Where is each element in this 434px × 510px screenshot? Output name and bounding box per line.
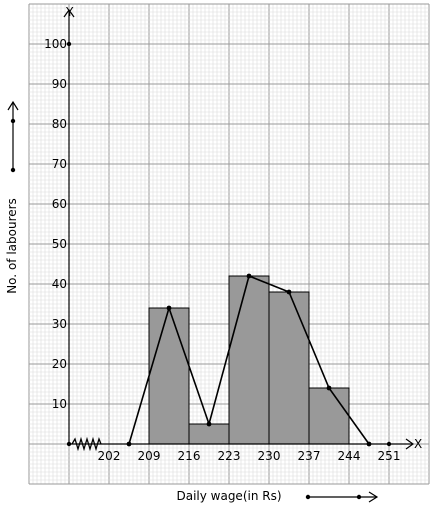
- y-tick-label: 10: [52, 397, 67, 411]
- y-axis-arrow: [63, 8, 75, 18]
- axes: X Y: [63, 5, 422, 452]
- polygon-point: [366, 441, 372, 447]
- y-tick-marker: [66, 41, 72, 47]
- y-tick-label: 60: [52, 197, 67, 211]
- polygon-point: [326, 385, 332, 391]
- x-axis-arrow: [405, 438, 415, 450]
- x-tick-label: 230: [258, 449, 281, 463]
- tick-labels: 202 209 216 223 230 237 244 251 10 20 30 40 50 60 70 80…: [44, 37, 400, 463]
- origin-marker: [66, 441, 72, 447]
- y-tick-label: 50: [52, 237, 67, 251]
- x-axis-letter: X: [414, 437, 422, 451]
- x-tick-label: 223: [218, 449, 241, 463]
- axis-point: [386, 441, 392, 447]
- grid: [28, 3, 430, 485]
- x-tick-label: 216: [178, 449, 201, 463]
- y-tick-label: 80: [52, 117, 67, 131]
- histogram-bar: [188, 423, 230, 445]
- histogram-bar: [228, 275, 270, 445]
- histogram-bar: [148, 307, 190, 445]
- polygon-point: [246, 273, 252, 279]
- histogram-bar: [308, 387, 350, 445]
- polygon-point: [166, 305, 172, 311]
- x-tick-label: 202: [98, 449, 121, 463]
- x-direction-arrow-icon: [305, 491, 379, 503]
- y-tick-label: 30: [52, 317, 67, 331]
- x-tick-label: 209: [138, 449, 161, 463]
- y-axis-letter: Y: [65, 5, 74, 19]
- x-tick-label: 251: [378, 449, 401, 463]
- histogram-bar: [268, 291, 310, 445]
- histogram-bars: [148, 275, 350, 445]
- frequency-polygon: [126, 273, 392, 447]
- y-tick-label: 90: [52, 77, 67, 91]
- x-tick-label: 244: [338, 449, 361, 463]
- y-tick-label: 100: [44, 37, 67, 51]
- polygon-point: [126, 441, 132, 447]
- polygon-point: [286, 289, 292, 295]
- x-tick-label: 237: [298, 449, 321, 463]
- polygon-point: [206, 421, 212, 427]
- decorations: [7, 100, 379, 503]
- y-axis-title: No. of labourers: [5, 198, 19, 294]
- y-tick-label: 20: [52, 357, 67, 371]
- x-axis-title: Daily wage(in Rs): [176, 489, 281, 503]
- y-tick-label: 40: [52, 277, 67, 291]
- axis-break-zigzag: [71, 436, 102, 452]
- y-direction-arrow-icon: [7, 100, 19, 173]
- y-tick-label: 70: [52, 157, 67, 171]
